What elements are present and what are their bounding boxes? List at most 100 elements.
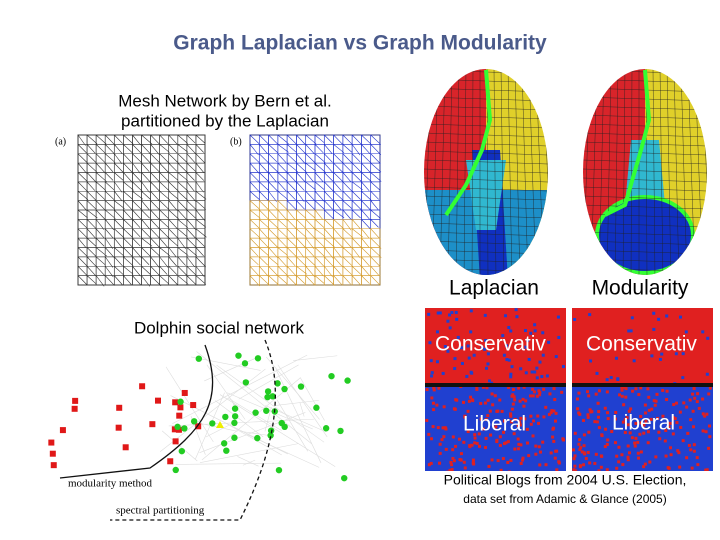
matrix-cell [575, 397, 579, 401]
matrix-cell [438, 461, 442, 465]
mesh-cell [113, 228, 125, 239]
mesh-cell [333, 228, 344, 240]
mesh-cell [286, 134, 298, 145]
matrix-cell [533, 370, 537, 374]
matrix-cell [588, 461, 592, 465]
matrix-cell [660, 352, 664, 356]
matrix-cell [547, 340, 551, 344]
matrix-cell [609, 376, 613, 380]
mesh-cell [186, 256, 197, 268]
matrix-cell [642, 431, 646, 435]
matrix-cell [639, 414, 643, 418]
matrix-cell [425, 388, 429, 392]
matrix-cell [510, 365, 514, 369]
mesh-cell [132, 256, 142, 267]
matrix-cell [551, 435, 555, 439]
mesh-cell [168, 265, 179, 276]
matrix-cell [427, 312, 431, 316]
matrix-cell [545, 374, 549, 378]
mesh-cell [258, 190, 270, 202]
mesh-cell [104, 256, 115, 268]
mesh-cell [268, 162, 279, 173]
matrix-cell [435, 360, 439, 364]
mesh-cell [361, 219, 372, 230]
matrix-cell [466, 430, 470, 434]
edge [240, 431, 268, 436]
mesh-cell [286, 200, 297, 211]
node-green [181, 425, 188, 432]
mesh-cell [113, 181, 124, 193]
matrix-cell [444, 447, 448, 451]
mesh-cell [314, 275, 325, 286]
mesh-cell [268, 256, 279, 267]
mesh-cell [150, 134, 161, 146]
edge [205, 423, 232, 438]
mesh-cell [249, 172, 261, 184]
mesh-cell [370, 190, 381, 201]
mesh-cell [323, 153, 334, 164]
matrix-cell [684, 330, 688, 334]
matrix-cell [554, 355, 558, 359]
panel-label: (b) [230, 136, 242, 147]
mesh-line [447, 69, 453, 275]
mesh-cell [258, 275, 270, 286]
mesh-cell [296, 190, 307, 202]
matrix-cell [520, 458, 524, 462]
mesh-cell [323, 172, 334, 183]
edge [276, 399, 309, 452]
mesh-cell [168, 228, 179, 240]
matrix-cell [620, 453, 624, 457]
matrix-cell [550, 409, 554, 413]
matrix-cell [435, 330, 439, 334]
matrix-cell [483, 446, 487, 450]
mesh-line [583, 69, 584, 275]
mesh-cell [150, 209, 161, 221]
mesh-cell [249, 256, 260, 267]
mesh-cell [249, 209, 261, 220]
matrix-cell [489, 433, 493, 437]
matrix-cell [469, 370, 473, 374]
mesh-cell [370, 219, 381, 230]
matrix-cell [483, 401, 487, 405]
mesh-cell [186, 247, 198, 258]
mesh-line [606, 69, 612, 275]
mesh-cell [333, 172, 344, 183]
mesh-cell [333, 256, 344, 268]
mesh-line [424, 69, 425, 275]
node-green [254, 434, 261, 442]
matrix-cell [664, 454, 668, 458]
matrix-cell [436, 426, 440, 430]
mesh-cell [123, 219, 133, 230]
mesh-cell [159, 172, 170, 183]
edge [206, 364, 246, 420]
mesh-cell [150, 265, 161, 277]
boundary [444, 69, 493, 217]
mesh-cell [141, 209, 151, 220]
matrix-cell [624, 387, 628, 391]
matrix-cell [462, 460, 466, 464]
matrix-cell [522, 385, 526, 389]
mesh-line [583, 177, 707, 183]
mesh-cell [286, 275, 297, 286]
mesh-cell [95, 200, 106, 211]
node-green [337, 427, 344, 435]
mesh-cell [258, 247, 269, 258]
matrix-cell [500, 409, 504, 413]
mesh-cell [370, 265, 381, 276]
mesh-cell [77, 162, 88, 174]
mesh-cell [323, 134, 334, 145]
matrix-cell [479, 402, 483, 406]
mesh-line [583, 186, 707, 192]
mesh-cell [286, 219, 298, 230]
mesh-cell [249, 134, 260, 145]
mesh-cell [361, 247, 372, 258]
mesh-cell [141, 190, 151, 201]
matrix-cell [692, 449, 696, 453]
mesh-cell [95, 209, 107, 221]
mesh-cell [314, 265, 325, 277]
mesh-cell [123, 190, 134, 201]
mesh-cell [132, 228, 142, 239]
matrix-cell [653, 403, 657, 407]
matrix-cell [704, 430, 708, 434]
mesh-cell [141, 247, 151, 258]
